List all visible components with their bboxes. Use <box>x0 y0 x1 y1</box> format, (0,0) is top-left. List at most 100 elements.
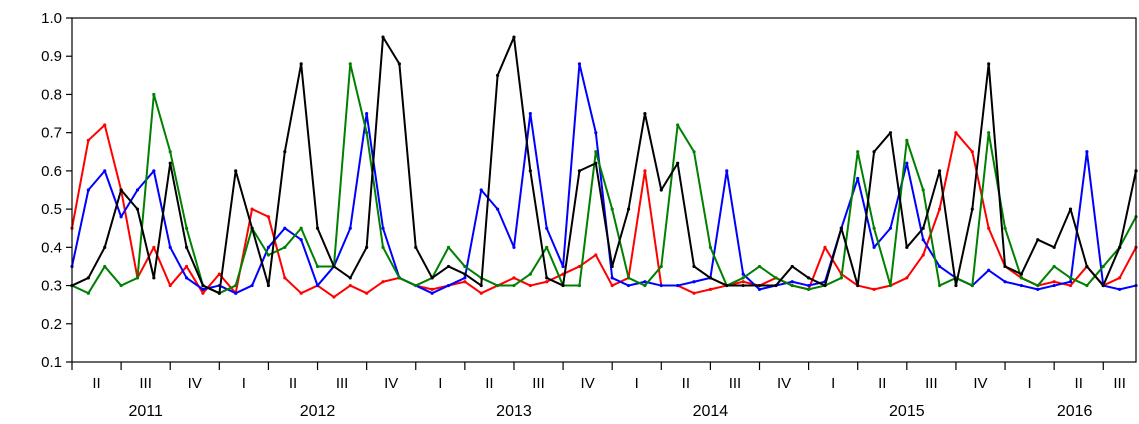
data-point <box>577 169 582 173</box>
data-point <box>1085 264 1089 269</box>
data-point <box>512 276 516 280</box>
data-point <box>708 287 713 291</box>
data-point <box>201 291 205 295</box>
data-point <box>594 150 598 154</box>
data-point <box>1052 245 1056 249</box>
x-year-label: 2013 <box>496 403 532 420</box>
data-point <box>937 264 942 269</box>
x-quarter-label: II <box>1075 375 1083 392</box>
data-point <box>365 131 369 135</box>
x-quarter-label: III <box>925 375 938 392</box>
data-point <box>119 283 123 288</box>
data-point <box>266 215 271 219</box>
data-point <box>266 245 271 249</box>
data-point <box>872 150 876 154</box>
data-point <box>987 268 991 272</box>
data-point <box>463 280 467 284</box>
data-point <box>1085 283 1089 288</box>
data-point <box>446 283 451 288</box>
data-point <box>86 138 90 142</box>
data-point <box>168 245 172 249</box>
data-point <box>676 123 680 127</box>
data-point <box>937 207 942 211</box>
data-point <box>266 283 271 288</box>
data-point <box>217 291 221 295</box>
x-quarter-label: I <box>635 375 639 392</box>
data-point <box>1068 280 1073 284</box>
data-point <box>643 280 647 284</box>
data-point <box>430 287 434 291</box>
data-point <box>987 62 991 66</box>
series-3 <box>70 35 1138 295</box>
data-point <box>250 226 254 230</box>
plot-frame <box>71 17 1137 363</box>
data-point <box>184 226 189 230</box>
data-point <box>1068 207 1073 211</box>
y-axis: 0.1 0.2 0.3 0.4 0.5 0.6 0.7 0.8 0.9 1.0 <box>41 10 72 371</box>
data-point <box>479 283 483 288</box>
data-point <box>184 245 189 249</box>
data-point <box>626 207 631 211</box>
y-tick-label: 0.2 <box>41 316 62 333</box>
data-point <box>839 276 843 280</box>
data-point <box>119 215 123 219</box>
data-point <box>757 287 762 291</box>
data-point <box>610 264 614 269</box>
data-point <box>545 245 549 249</box>
data-point <box>807 283 811 288</box>
data-point <box>708 245 713 249</box>
y-tick-label: 0.5 <box>41 201 62 218</box>
x-year-label: 2016 <box>1057 403 1093 420</box>
y-tick-label: 0.9 <box>41 48 62 65</box>
data-point <box>1003 264 1007 269</box>
data-point <box>1036 283 1040 288</box>
data-point <box>1019 283 1024 288</box>
series-line <box>71 124 1137 299</box>
x-year-label: 2011 <box>128 403 163 420</box>
data-point <box>692 150 696 154</box>
data-point <box>315 264 320 269</box>
data-point <box>659 264 663 269</box>
x-quarter-label: I <box>1028 375 1032 392</box>
data-point <box>921 226 925 230</box>
data-point <box>1052 283 1056 288</box>
data-point <box>626 283 631 288</box>
data-point <box>807 276 811 280</box>
data-point <box>528 169 532 173</box>
data-point <box>708 276 713 280</box>
data-point <box>135 207 140 211</box>
data-point <box>872 245 876 249</box>
data-point <box>676 161 680 165</box>
data-point <box>283 245 287 249</box>
y-tick-label: 0.4 <box>41 239 62 256</box>
data-point <box>1003 226 1007 230</box>
data-point <box>365 291 369 295</box>
data-point <box>1019 276 1024 280</box>
data-point <box>479 291 483 295</box>
data-point <box>528 283 532 288</box>
x-quarter-label: III <box>1113 375 1126 392</box>
data-point <box>152 169 156 173</box>
data-point <box>987 131 991 135</box>
data-point <box>856 176 860 181</box>
x-year-label: 2015 <box>889 403 925 420</box>
data-point <box>381 35 385 39</box>
x-quarter-label: II <box>289 375 297 392</box>
data-point <box>1003 280 1007 284</box>
data-point <box>283 226 287 230</box>
series-layer <box>70 35 1138 299</box>
data-point <box>741 276 745 280</box>
data-point <box>594 253 598 257</box>
x-axis: II III IV I II III IV I II III IV I II III IV I II III IV I… <box>71 362 1126 420</box>
data-point <box>86 188 90 192</box>
data-point <box>987 226 991 230</box>
x-quarter-label: IV <box>777 375 791 392</box>
data-point <box>905 161 909 165</box>
data-point <box>872 287 876 291</box>
data-point <box>430 291 434 295</box>
data-point <box>545 280 549 284</box>
data-point <box>103 123 107 127</box>
data-point <box>168 161 172 165</box>
data-point <box>135 276 140 280</box>
